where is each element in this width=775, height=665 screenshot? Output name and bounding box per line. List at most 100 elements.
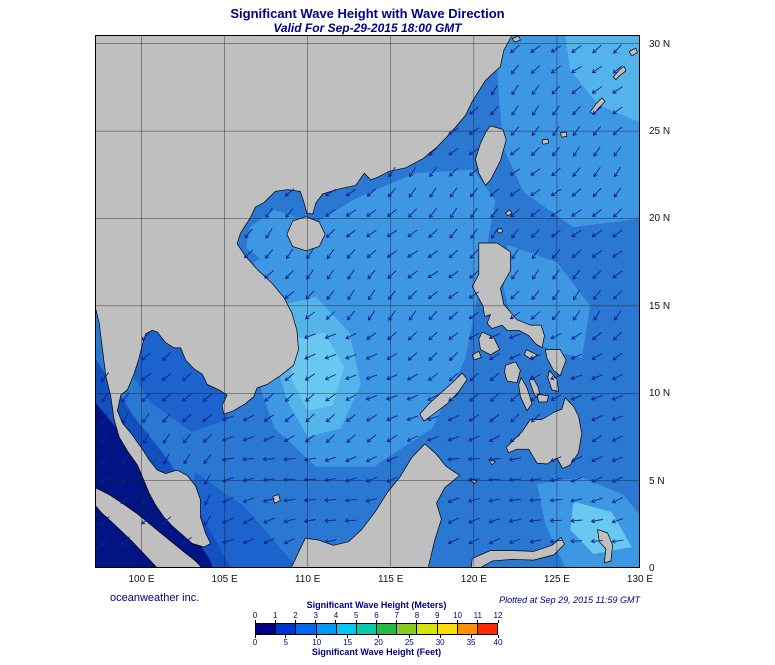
land-hainan <box>286 216 326 252</box>
y-axis-label-15: 15 N <box>649 300 671 312</box>
land-busuanga <box>471 350 482 361</box>
legend-tick-25-ft: 25 <box>404 638 414 647</box>
x-axis-label-115: 115 E <box>378 574 404 585</box>
legend-tick-30-ft: 30 <box>435 638 445 647</box>
y-axis-label-10: 10 N <box>649 388 671 400</box>
legend-feet-tick-marks <box>254 635 499 638</box>
legend-feet-tick-labels: 0 5 10 15 20 25 30 35 40 <box>252 638 503 647</box>
legend-title-feet: Significant Wave Height (Feet) <box>311 647 442 657</box>
y-axis-label-5: 5 N <box>649 475 665 487</box>
colorbar-segment-10 <box>457 624 478 634</box>
colorbar-segment-2 <box>296 624 317 634</box>
valid-time-subtitle: Valid For Sep-29-2015 18:00 GMT <box>273 21 462 35</box>
legend-tick-12-m: 12 <box>493 611 503 620</box>
legend-tickmark-30-ft <box>439 635 441 638</box>
legend-tick-15-ft: 15 <box>343 638 353 647</box>
legend-title-meters: Significant Wave Height (Meters) <box>306 600 447 610</box>
land-negros <box>518 377 533 412</box>
colorbar-segment-6 <box>377 624 398 634</box>
legend-tick-10-m: 10 <box>453 611 462 620</box>
legend-tick-5-ft: 5 <box>283 638 289 647</box>
land-halmahera <box>597 529 613 564</box>
colorbar-segment-7 <box>397 624 418 634</box>
y-axis-label-25: 25 N <box>649 126 671 138</box>
legend-tickmark-1-m <box>274 620 276 623</box>
land-palawan <box>419 372 468 422</box>
colorbar-segment-11 <box>477 624 498 634</box>
x-axis-label-125: 125 E <box>543 574 570 585</box>
legend-tickmark-15-ft <box>347 635 349 638</box>
legend-tick-7-m: 7 <box>394 611 399 620</box>
legend-tickmark-7-m <box>396 620 398 623</box>
legend-tickmark-40-ft <box>497 635 499 638</box>
oceanweather-credit: oceanweather inc. <box>110 592 200 604</box>
legend-tickmark-9-m <box>436 620 438 623</box>
x-axis-label-120: 120 E <box>460 574 487 585</box>
legend-tickmark-11-m <box>477 620 479 623</box>
y-axis-label-20: 20 N <box>649 213 671 225</box>
legend-tickmark-0-ft <box>254 635 256 638</box>
land-jolo <box>488 459 496 466</box>
legend-tick-8-m: 8 <box>414 611 420 620</box>
legend-tick-4-m: 4 <box>333 611 339 620</box>
legend-tick-0-ft: 0 <box>252 638 258 647</box>
colorbar-segment-8 <box>417 624 438 634</box>
legend-tick-5-m: 5 <box>354 611 359 620</box>
map-border <box>95 35 640 568</box>
page-title: Significant Wave Height with Wave Direct… <box>230 6 505 21</box>
x-axis-label-110: 110 E <box>294 574 321 585</box>
legend-tick-1-m: 1 <box>273 611 278 620</box>
legend-tick-40-ft: 40 <box>493 638 503 647</box>
y-axis-label-30: 30 N <box>649 38 671 50</box>
land-tokara <box>628 47 638 57</box>
colorbar-segment-5 <box>356 624 378 634</box>
legend-tickmark-4-m <box>335 620 337 623</box>
land-mindanao <box>505 397 583 469</box>
legend-tickmark-12-m <box>497 620 499 623</box>
legend-tickmark-10-m <box>457 620 458 623</box>
y-axis-label-0: 0 <box>649 563 655 574</box>
legend-tick-35-ft: 35 <box>466 638 476 647</box>
legend-tickmark-8-m <box>416 620 418 623</box>
colorbar-segment-4 <box>336 624 357 634</box>
land-sulawesi <box>470 537 565 568</box>
land-panay <box>504 361 521 384</box>
wave-patch-pacific-cyan <box>565 35 640 123</box>
x-axis-label-130: 130 E <box>626 574 654 585</box>
wave-patch-tonkin-light <box>246 209 300 263</box>
legend-colorbar <box>255 623 498 635</box>
legend-tick-20-ft: 20 <box>373 638 383 647</box>
legend-tick-6-m: 6 <box>374 611 379 620</box>
legend-tick-9-m: 9 <box>435 611 440 620</box>
wave-patch-scs-cyan-core <box>291 332 345 411</box>
legend-tickmark-20-ft <box>377 635 379 638</box>
land-leyte <box>547 370 559 392</box>
legend-meters-tick-labels: 0 1 2 3 4 5 6 7 8 9 10 11 12 <box>252 611 503 620</box>
legend-tick-0-m: 0 <box>252 611 258 620</box>
legend-tickmark-5-ft <box>285 635 287 638</box>
land-ishigaki <box>541 138 549 145</box>
land-miyako <box>559 131 568 138</box>
plotted-timestamp: Plotted at Sep 29, 2015 11:59 GMT <box>499 595 640 605</box>
land-okinawa <box>589 97 606 115</box>
legend-tickmark-2-m <box>294 620 296 623</box>
legend-tickmark-3-m <box>315 620 317 623</box>
land-amami <box>613 66 627 80</box>
legend-tickmark-0-m <box>254 620 256 623</box>
land-bohol <box>536 393 549 403</box>
legend-tickmark-6-m <box>376 620 377 623</box>
legend-tick-3-m: 3 <box>313 611 318 620</box>
legend-tick-2-m: 2 <box>293 611 298 620</box>
land-natuna <box>272 494 281 504</box>
x-axis-label-105: 105 E <box>211 574 238 585</box>
map-frame <box>95 35 640 568</box>
wave-direction-arrows <box>100 44 624 547</box>
colorbar-segment-3 <box>316 624 337 634</box>
land-batanes <box>505 209 513 217</box>
legend-tickmark-25-ft <box>408 635 410 638</box>
land-zhoushan <box>511 35 521 43</box>
legend-tickmark-35-ft <box>470 635 472 638</box>
colorbar-segment-0 <box>256 624 277 634</box>
